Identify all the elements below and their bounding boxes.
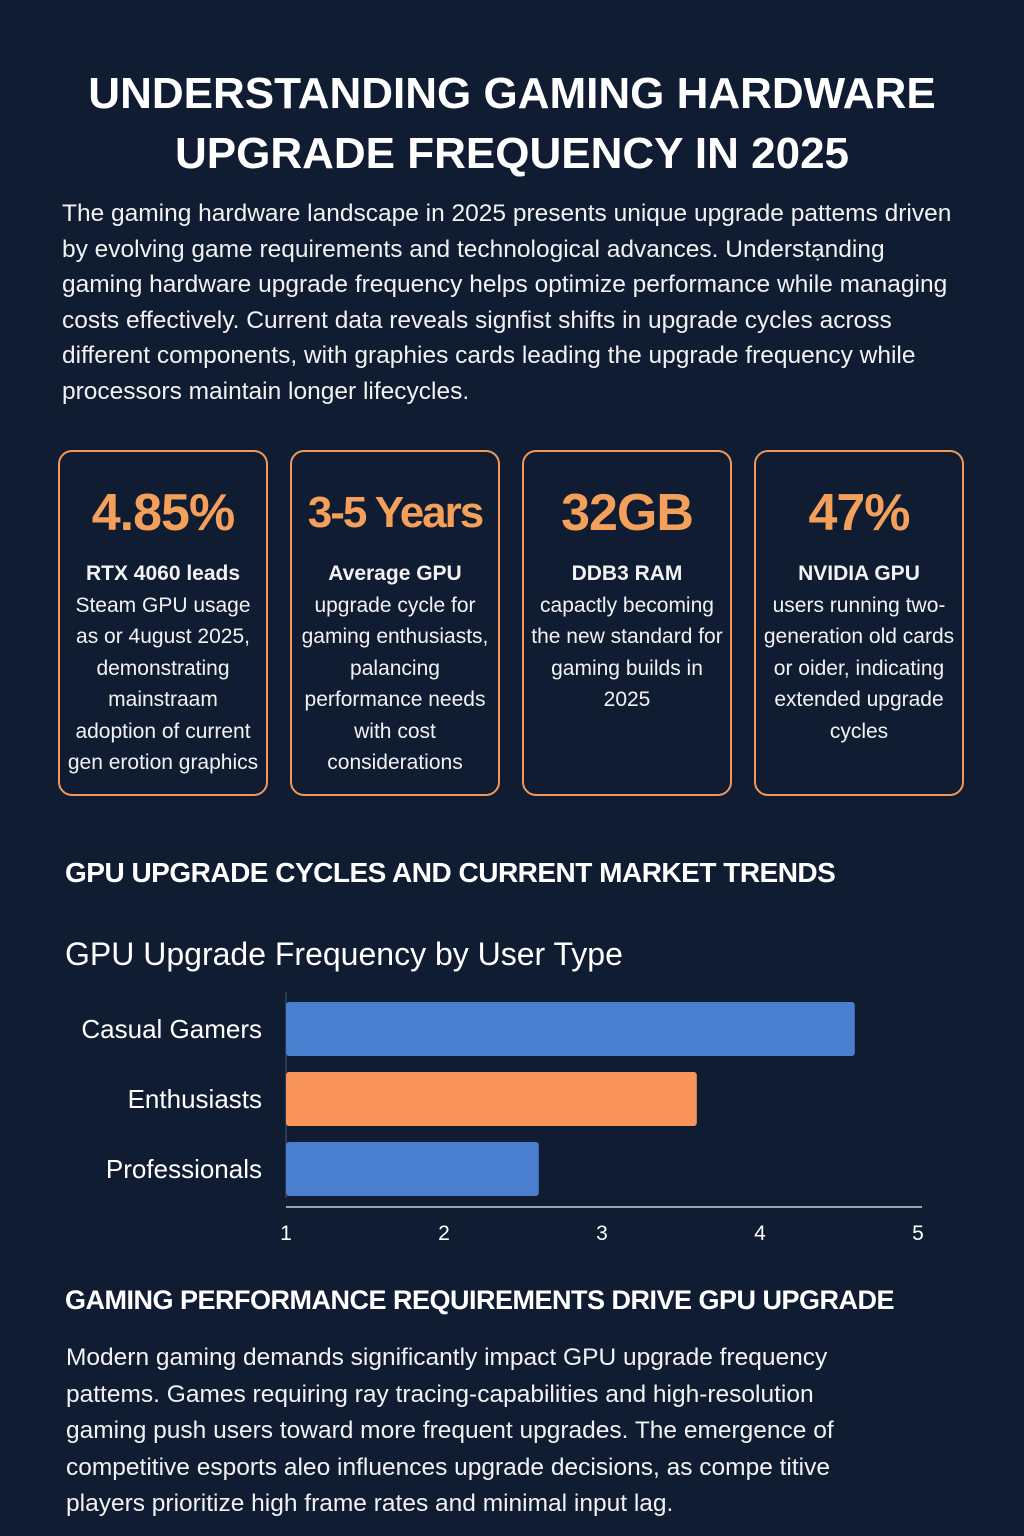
stat-value: 4.85% <box>91 484 235 542</box>
stat-description: Average GPU upgrade cycle for gaming enth… <box>292 558 498 779</box>
stat-value: 32GB <box>561 484 694 542</box>
stat-lead: RTX 4060 leads <box>85 562 241 585</box>
stat-value: 3-5 Years <box>307 488 484 537</box>
x-tick-label: 3 <box>596 1222 608 1245</box>
stat-cards: 4.85% RTX 4060 leads Steam GPU usage as o… <box>58 450 964 796</box>
title-line-2: UPGRADE FREQUENCY IN 2025 <box>174 129 850 178</box>
gpu-frequency-chart: Casual Gamers Enthusiasts Professionals 1 2 3… <box>81 992 924 1245</box>
section-heading-performance: GAMING PERFORMANCE REQUIREMENTS DRIVE GP… <box>65 1285 895 1315</box>
x-tick-label: 5 <box>912 1222 924 1245</box>
stat-text: capactly becoming the new standard for g… <box>531 593 723 712</box>
bar-enthusiasts <box>286 1072 697 1126</box>
section-heading-gpu-cycles: GPU UPGRADE CYCLES AND CURRENT MARKET TR… <box>65 857 836 888</box>
stat-description: DDB3 RAM capactly becoming the new standa… <box>524 558 730 716</box>
bar-casual-gamers <box>286 1002 855 1056</box>
stat-card: 32GB DDB3 RAM capactly becoming the new s… <box>522 450 732 796</box>
stat-lead: NVIDIA GPU <box>798 562 920 585</box>
category-label: Professionals <box>106 1154 262 1184</box>
x-tick-label: 1 <box>280 1222 292 1245</box>
stat-lead: DDB3 RAM <box>571 562 683 585</box>
stat-description: NVIDIA GPU users running two-generation o… <box>756 558 962 747</box>
bar-professionals <box>286 1142 539 1196</box>
category-label: Casual Gamers <box>81 1014 262 1044</box>
stat-text: users running two-generation old cards o… <box>763 593 955 743</box>
stat-description: RTX 4060 leads Steam GPU usage as or 4ugu… <box>60 558 266 779</box>
intro-paragraph: The gaming hardware landscape in 2025 pr… <box>62 200 952 405</box>
stat-card: 47% NVIDIA GPU users running two-generati… <box>754 450 964 796</box>
title-line-1: UNDERSTANDING GAMING HARDWARE <box>88 69 936 118</box>
outro-paragraph: Modern gaming demands significantly impa… <box>66 1344 834 1517</box>
category-label: Enthusiasts <box>128 1084 262 1114</box>
stat-value: 47% <box>808 484 910 542</box>
x-tick-label: 4 <box>754 1222 766 1245</box>
stat-text: upgrade cycle for gaming enthusiasts, pa… <box>301 593 489 775</box>
stat-text: Steam GPU usage as or 4ugust 2025, demon… <box>67 593 259 775</box>
chart-title: GPU Upgrade Frequency by User Type <box>65 936 623 972</box>
page-title: UNDERSTANDING GAMING HARDWARE UPGRADE FR… <box>20 64 1004 184</box>
stat-card: 4.85% RTX 4060 leads Steam GPU usage as o… <box>58 450 268 796</box>
x-tick-label: 2 <box>438 1222 450 1245</box>
stat-lead: Average GPU <box>328 562 462 585</box>
stat-card: 3-5 Years Average GPU upgrade cycle for g… <box>290 450 500 796</box>
